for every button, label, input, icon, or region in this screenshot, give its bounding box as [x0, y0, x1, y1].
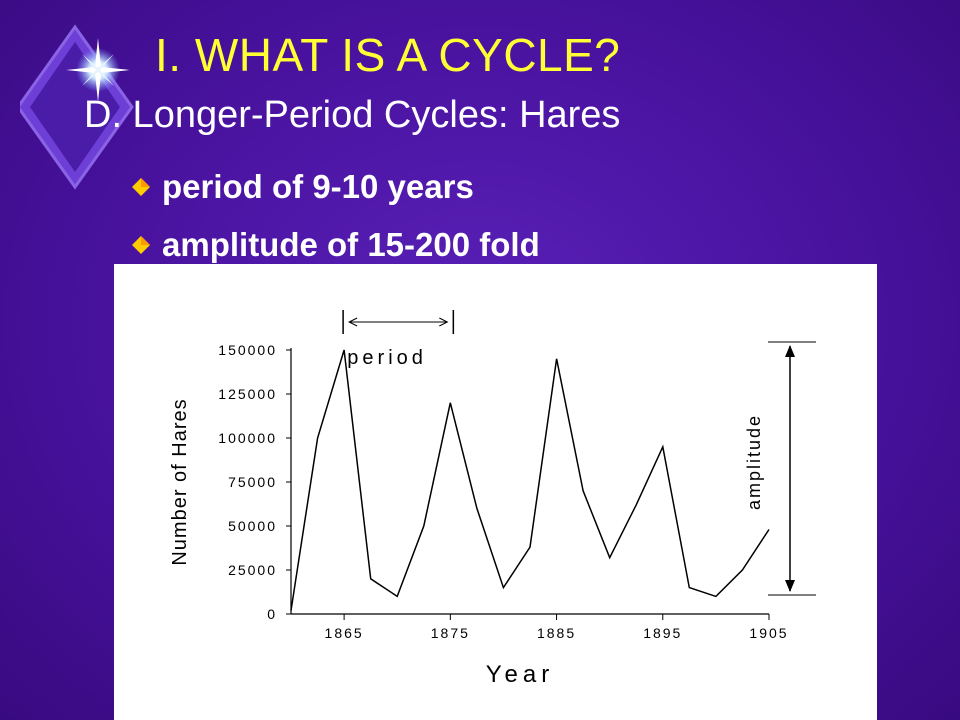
x-tick-label: 1875	[431, 625, 470, 641]
y-tick-label: 75000	[228, 474, 277, 490]
bullet-text: period of 9-10 years	[162, 168, 474, 205]
y-tick-label: 125000	[218, 386, 277, 402]
amplitude-arrowhead-top	[785, 345, 795, 357]
y-tick-label: 0	[267, 606, 277, 622]
x-tick-label: 1865	[325, 625, 364, 641]
period-label: period	[347, 347, 427, 369]
y-axis-title: Number of Hares	[169, 398, 191, 565]
x-axis-title: Year	[486, 661, 555, 688]
x-tick-label: 1895	[643, 625, 682, 641]
period-arrowhead-right	[439, 317, 449, 327]
x-tick-label: 1885	[537, 625, 576, 641]
x-tick-label: 1905	[749, 625, 788, 641]
starburst-logo	[20, 24, 134, 190]
slide-title: I. WHAT IS A CYCLE?	[155, 29, 621, 81]
bullet-item: period of 9-10 years	[132, 158, 540, 216]
hare-population-chart: 0 25000 50000 75000 100000 125000 150000 1865 18…	[169, 310, 816, 688]
y-tick-label: 100000	[218, 430, 277, 446]
bullet-list: period of 9-10 years amplitude of 15-200…	[132, 158, 540, 274]
chart-panel: 0 25000 50000 75000 100000 125000 150000 1865 18…	[114, 264, 877, 720]
slide-subtitle: D. Longer-Period Cycles: Hares	[84, 94, 621, 136]
y-tick-label: 50000	[228, 518, 277, 534]
amplitude-label: amplitude	[744, 414, 764, 510]
series-line	[290, 349, 770, 611]
diamond-bullet-icon	[132, 236, 150, 254]
period-arrowhead-left	[347, 317, 358, 327]
bullet-item: amplitude of 15-200 fold	[132, 216, 540, 274]
diamond-bullet-icon	[132, 178, 150, 196]
bullet-text: amplitude of 15-200 fold	[162, 226, 540, 263]
y-tick-label: 25000	[228, 562, 277, 578]
amplitude-arrowhead-bottom	[785, 580, 795, 592]
y-tick-label: 150000	[218, 342, 277, 358]
